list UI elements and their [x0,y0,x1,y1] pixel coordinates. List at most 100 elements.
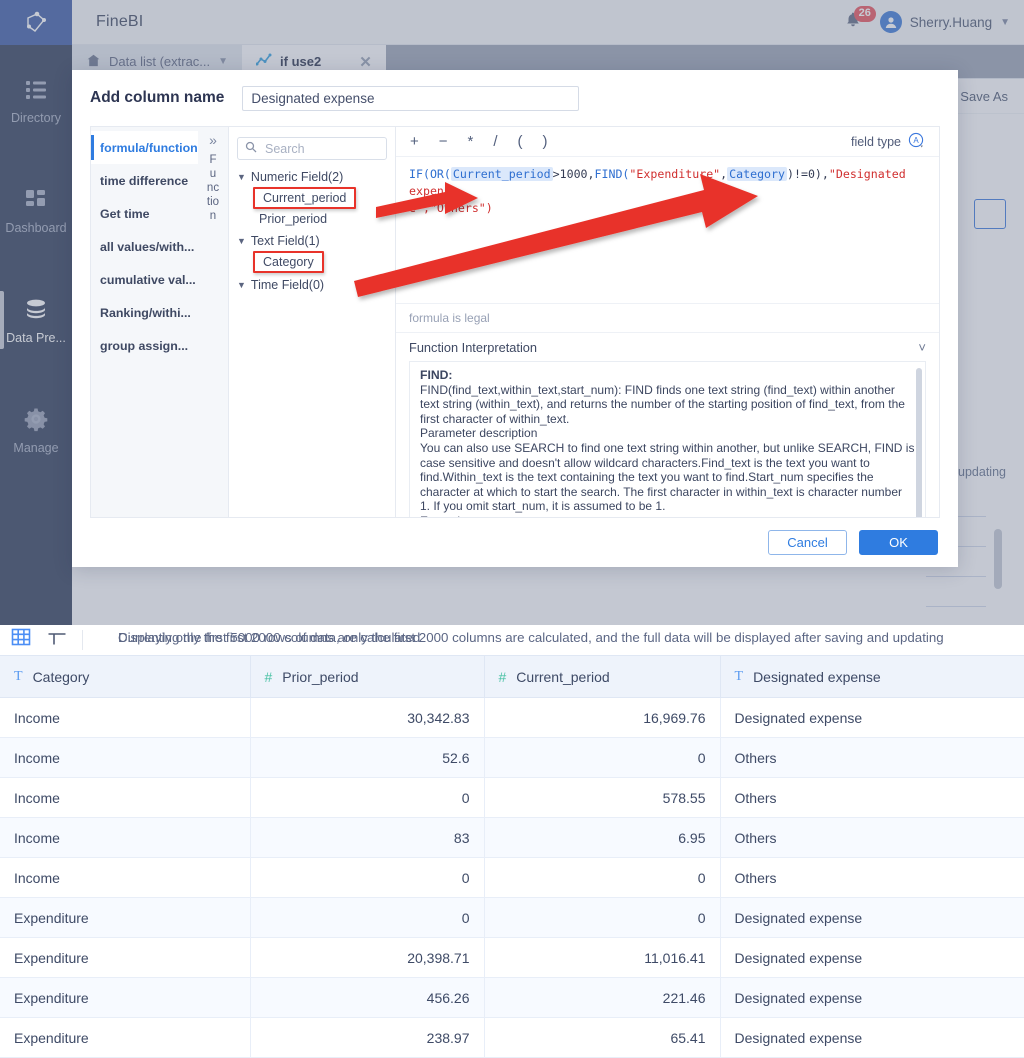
operator-minus-button[interactable]: − [438,133,448,150]
app-logo[interactable] [0,0,72,45]
table-row[interactable]: Expenditure 456.26 221.46 Designated exp… [0,977,1024,1018]
cancel-button[interactable]: Cancel [768,530,847,555]
column-header-current-period[interactable]: # Current_period [484,655,721,698]
table-row[interactable]: Expenditure 238.97 65.41 Designated expe… [0,1017,1024,1058]
column-name-input[interactable] [242,85,580,111]
column-header-category[interactable]: T Category [0,655,251,698]
cell-category: Income [0,737,251,778]
column-header-designated-expense[interactable]: T Designated expense [720,655,1024,698]
cell-prior-period: 0 [250,777,485,818]
category-group-assign[interactable]: group assign... [100,338,189,353]
chevron-down-icon: ▼ [1000,16,1010,28]
close-icon[interactable]: ✕ [359,53,372,71]
formula-token: IF(OR( [409,167,451,181]
table-row[interactable]: Expenditure 0 0 Designated expense [0,897,1024,938]
operator-open-paren-button[interactable]: ( [517,133,523,150]
field-category[interactable]: Category [253,251,324,273]
dialog-header: Add column name [72,70,958,126]
field-group-text[interactable]: ▼ Text Field(1) [237,234,387,248]
field-group-time[interactable]: ▼ Time Field(0) [237,278,387,292]
sidebar-item-dashboard[interactable]: Dashboard [0,155,72,265]
user-menu[interactable]: Sherry.Huang ▼ [879,11,1010,33]
save-as-button[interactable]: Save As [960,88,1008,104]
avatar-icon [885,17,896,28]
field-type-control[interactable]: field type A [851,132,925,152]
formula-text-area[interactable]: IF(OR(Current_period >1000,FIND("Expendit… [396,157,939,303]
operator-divide-button[interactable]: / [493,133,498,150]
cell-category: Income [0,857,251,898]
preview-status-line-b: Currently only the first 2000 columns ar… [118,630,421,645]
preview-table: T Category # Prior_period # Current_peri… [0,655,1024,1058]
category-formula-function[interactable]: formula/function [91,131,198,164]
sidebar-item-data-preparation[interactable]: Data Pre... [0,265,72,375]
chart-line-glyph [255,53,272,66]
chevron-down-icon[interactable]: ▼ [218,56,229,67]
tab-label: if use2 [280,54,322,69]
field-group-numeric[interactable]: ▼ Numeric Field(2) [237,170,387,184]
table-row[interactable]: Income 0 0 Others [0,857,1024,898]
notification-badge: 26 [853,6,876,22]
field-search-box[interactable] [237,137,387,160]
circle-a-icon[interactable]: A [908,132,925,152]
preview-status-line-a: Displaying the first 5000 rows of data, … [118,630,944,645]
category-get-time[interactable]: Get time [100,206,150,221]
chevrons-right-icon[interactable]: » [209,132,217,148]
cell-category: Expenditure [0,1017,251,1058]
sidebar-item-directory[interactable]: Directory [0,45,72,155]
function-strip-label: F [209,154,217,166]
field-prior-period[interactable]: Prior_period [259,212,328,226]
function-panel-collapsed[interactable]: » F u nc tio n [198,126,228,518]
category-ranking-within[interactable]: Ranking/withi... [100,305,191,320]
svg-text:A: A [913,136,919,145]
chart-line-icon [255,53,272,70]
cell-category: Income [0,697,251,738]
category-list: formula/function time difference Get tim… [90,126,198,518]
field-current-period[interactable]: Current_period [253,187,357,209]
column-name-label: Add column name [90,89,225,106]
cell-designated-expense: Designated expense [720,937,1024,978]
search-input[interactable] [263,140,379,157]
cell-category: Income [0,777,251,818]
formula-line-1: IF(OR(Current_period >1000,FIND("Expendit… [409,166,926,200]
table-row[interactable]: Income 52.6 0 Others [0,737,1024,778]
interpretation-body-text: FIND(find_text,within_text,start_num): F… [420,382,915,517]
operator-plus-button[interactable]: + [410,133,419,150]
toolbar-divider [82,629,83,650]
chevron-down-icon[interactable]: ˅ [918,339,926,355]
workspace-scrollbar[interactable] [994,529,1002,589]
column-header-prior-period[interactable]: # Prior_period [250,655,485,698]
tab-label: Data list (extrac... [109,54,211,69]
category-cumulative-value[interactable]: cumulative val... [100,272,196,287]
operator-multiply-button[interactable]: * [467,133,474,150]
table-view-icon[interactable] [10,626,32,653]
sidebar-item-label: Directory [10,110,61,125]
add-column-dialog: Add column name formula/function time di… [72,70,958,567]
operator-close-paren-button[interactable]: ) [542,133,548,150]
list-icon [23,76,49,102]
finebi-logo-icon [27,11,46,32]
function-strip-label: u [209,168,217,180]
cell-designated-expense: Others [720,777,1024,818]
notifications-button[interactable]: 26 [844,6,876,33]
triangle-down-icon: ▼ [237,172,246,182]
left-nav-rail: Directory Dashboard Data Pre... [0,0,72,625]
function-interpretation-header[interactable]: Function Interpretation ˅ [396,333,939,361]
column-label: Current_period [516,668,610,685]
home-icon [86,53,101,71]
category-time-difference[interactable]: time difference [100,173,189,188]
ok-button[interactable]: OK [859,530,938,555]
interpretation-scrollbar[interactable] [916,368,922,517]
table-row[interactable]: Expenditure 20,398.71 11,016.41 Designat… [0,937,1024,978]
cell-current-period: 11,016.41 [484,937,721,978]
table-row[interactable]: Income 83 6.95 Others [0,817,1024,858]
field-type-label: field type [850,134,901,149]
card-view-icon[interactable] [46,626,68,653]
app-title: FineBI [96,13,144,30]
sidebar-item-manage[interactable]: Manage [0,375,72,485]
table-row[interactable]: Income 0 578.55 Others [0,777,1024,818]
cell-prior-period: 238.97 [250,1017,485,1058]
table-view-glyph [11,628,31,646]
category-all-values[interactable]: all values/with... [100,239,195,254]
table-row[interactable]: Income 30,342.83 16,969.76 Designated ex… [0,697,1024,738]
